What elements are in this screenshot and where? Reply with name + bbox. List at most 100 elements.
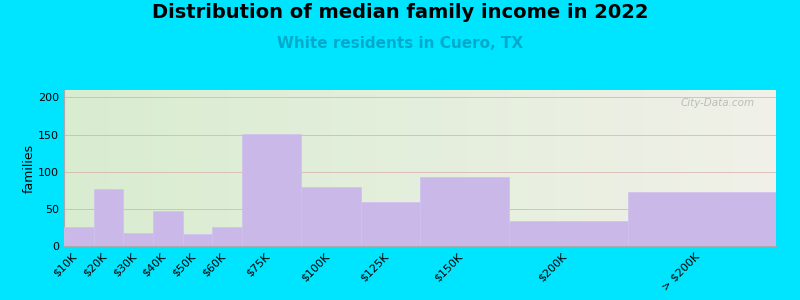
- Bar: [477, 90, 481, 246]
- Bar: [680, 90, 683, 246]
- Bar: [602, 90, 605, 246]
- Bar: [641, 90, 644, 246]
- Bar: [167, 90, 171, 246]
- Bar: [534, 90, 538, 246]
- Bar: [516, 90, 520, 246]
- Bar: [687, 90, 690, 246]
- Bar: [270, 90, 274, 246]
- Bar: [722, 90, 726, 246]
- Bar: [430, 90, 434, 246]
- Bar: [762, 90, 766, 246]
- Bar: [150, 90, 153, 246]
- Bar: [398, 90, 402, 246]
- Bar: [231, 90, 235, 246]
- Bar: [178, 90, 182, 246]
- Bar: [452, 90, 456, 246]
- Bar: [628, 192, 776, 246]
- Bar: [509, 221, 628, 246]
- Bar: [719, 90, 722, 246]
- Bar: [459, 90, 462, 246]
- Bar: [310, 90, 314, 246]
- Text: City-Data.com: City-Data.com: [681, 98, 754, 108]
- Bar: [523, 90, 527, 246]
- Bar: [413, 90, 417, 246]
- Bar: [164, 90, 167, 246]
- Bar: [502, 90, 506, 246]
- Bar: [361, 202, 420, 246]
- Bar: [67, 90, 71, 246]
- Bar: [114, 90, 118, 246]
- Bar: [744, 90, 747, 246]
- Bar: [406, 90, 410, 246]
- Bar: [655, 90, 658, 246]
- Bar: [96, 90, 99, 246]
- Bar: [456, 90, 459, 246]
- Bar: [214, 90, 217, 246]
- Bar: [637, 90, 641, 246]
- Bar: [146, 90, 150, 246]
- Bar: [285, 90, 288, 246]
- Bar: [217, 90, 221, 246]
- Bar: [634, 90, 637, 246]
- Y-axis label: families: families: [22, 143, 35, 193]
- Bar: [438, 90, 442, 246]
- Bar: [609, 90, 612, 246]
- Bar: [705, 90, 708, 246]
- Bar: [110, 90, 114, 246]
- Bar: [78, 90, 82, 246]
- Bar: [644, 90, 648, 246]
- Bar: [203, 90, 206, 246]
- Bar: [506, 90, 509, 246]
- Bar: [89, 90, 93, 246]
- Bar: [118, 90, 121, 246]
- Bar: [651, 90, 655, 246]
- Bar: [331, 90, 334, 246]
- Bar: [708, 90, 712, 246]
- Bar: [260, 90, 263, 246]
- Bar: [64, 227, 94, 246]
- Bar: [295, 90, 299, 246]
- Bar: [612, 90, 616, 246]
- Bar: [292, 90, 295, 246]
- Bar: [420, 177, 509, 246]
- Bar: [199, 90, 203, 246]
- Bar: [591, 90, 594, 246]
- Bar: [299, 90, 302, 246]
- Bar: [256, 90, 260, 246]
- Bar: [683, 90, 687, 246]
- Bar: [320, 90, 324, 246]
- Bar: [648, 90, 651, 246]
- Bar: [391, 90, 395, 246]
- Bar: [754, 90, 758, 246]
- Bar: [673, 90, 676, 246]
- Bar: [302, 90, 306, 246]
- Bar: [135, 90, 138, 246]
- Bar: [221, 90, 224, 246]
- Bar: [605, 90, 609, 246]
- Bar: [274, 90, 278, 246]
- Bar: [530, 90, 534, 246]
- Bar: [541, 90, 545, 246]
- Bar: [212, 227, 242, 246]
- Bar: [395, 90, 398, 246]
- Bar: [555, 90, 559, 246]
- Bar: [74, 90, 78, 246]
- Bar: [676, 90, 680, 246]
- Bar: [86, 90, 89, 246]
- Bar: [494, 90, 498, 246]
- Bar: [142, 90, 146, 246]
- Bar: [71, 90, 74, 246]
- Bar: [338, 90, 342, 246]
- Bar: [349, 90, 352, 246]
- Bar: [442, 90, 445, 246]
- Bar: [138, 90, 142, 246]
- Bar: [498, 90, 502, 246]
- Bar: [594, 90, 598, 246]
- Bar: [346, 90, 349, 246]
- Bar: [619, 90, 623, 246]
- Text: White residents in Cuero, TX: White residents in Cuero, TX: [277, 36, 523, 51]
- Bar: [106, 90, 110, 246]
- Bar: [189, 90, 192, 246]
- Bar: [224, 90, 228, 246]
- Bar: [242, 134, 302, 246]
